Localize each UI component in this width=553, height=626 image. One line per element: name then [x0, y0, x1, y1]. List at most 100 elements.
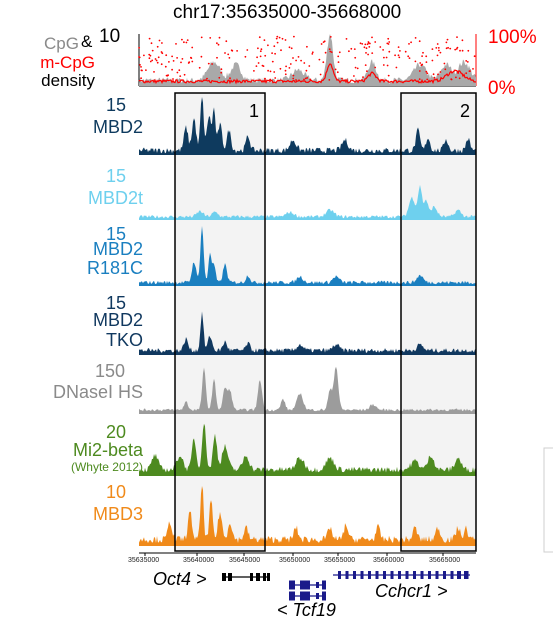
- mcpg-dot: [445, 41, 448, 44]
- mcpg-dot: [455, 76, 457, 79]
- mcpg-dot: [432, 73, 435, 76]
- mcpg-dot: [209, 37, 212, 39]
- mcpg-dot: [225, 40, 228, 43]
- mcpg-dot: [138, 46, 141, 49]
- mcpg-dot: [345, 38, 348, 40]
- mcpg-dot: [181, 58, 184, 60]
- mcpg-dot: [359, 42, 362, 45]
- mcpg-dot: [264, 77, 266, 80]
- track-label-mbd3-max: 10: [106, 482, 127, 502]
- gene-exon: [289, 580, 295, 590]
- mcpg-dot: [418, 70, 421, 72]
- mcpg-dot: [176, 57, 179, 59]
- mcpg-dot: [328, 79, 331, 81]
- mcpg-dot: [418, 40, 421, 43]
- mcpg-dot: [414, 37, 417, 39]
- mcpg-dot: [148, 37, 151, 40]
- gene-exon: [250, 573, 253, 581]
- mcpg-dot: [181, 38, 183, 41]
- mcpg-dot: [273, 71, 276, 73]
- mcpg-dot: [150, 42, 153, 45]
- mcpg-dot: [185, 41, 188, 44]
- mcpg-dot: [304, 77, 307, 80]
- gene-exon: [345, 571, 349, 579]
- mcpg-dot: [200, 36, 203, 39]
- mcpg-dot: [436, 43, 439, 45]
- mcpg-dot: [399, 50, 401, 52]
- mcpg-dot: [217, 43, 220, 46]
- gene-exon: [256, 573, 260, 581]
- mcpg-dot: [328, 48, 331, 51]
- mcpg-dot: [322, 61, 325, 64]
- mcpg-dot: [369, 42, 371, 45]
- mcpg-dot: [271, 52, 273, 54]
- mcpg-dot: [295, 59, 297, 62]
- mcpg-dot: [288, 67, 291, 69]
- mcpg-dot: [271, 60, 274, 63]
- mcpg-dot: [158, 39, 161, 42]
- mcpg-dot: [236, 50, 239, 52]
- mcpg-dot: [447, 46, 449, 49]
- mcpg-dot: [289, 63, 292, 65]
- mcpg-dot: [171, 55, 174, 58]
- mcpg-dot: [179, 75, 182, 77]
- mcpg-dot: [274, 52, 276, 55]
- mcpg-dot: [161, 42, 163, 44]
- mcpg-dot: [366, 43, 369, 46]
- mcpg-dot: [255, 65, 258, 67]
- mcpg-dot: [374, 41, 377, 43]
- mcpg-dot: [218, 76, 221, 79]
- gene-exon: [413, 571, 416, 579]
- mcpg-dot: [164, 65, 167, 68]
- mcpg-dot: [284, 69, 287, 72]
- gene-annotation: [222, 571, 470, 601]
- mcpg-dot: [139, 64, 141, 66]
- axis-tick-label: 35650000: [279, 557, 311, 564]
- mcpg-dot: [267, 69, 269, 72]
- mcpg-dot: [279, 67, 282, 70]
- track-label-mi2-sub: (Whyte 2012): [70, 460, 143, 474]
- mcpg-dot: [198, 66, 201, 69]
- mcpg-dot: [292, 77, 295, 80]
- mcpg-dot: [183, 73, 186, 76]
- mcpg-dot: [183, 41, 185, 44]
- mcpg-dot: [172, 78, 174, 80]
- mcpg-dot: [191, 46, 194, 49]
- cpg-density-area: [139, 34, 476, 86]
- mcpg-dot: [387, 43, 390, 45]
- track-label-mi2: Mi2-beta: [72, 440, 143, 460]
- gene-exon: [316, 593, 319, 599]
- gene-exon: [300, 580, 308, 590]
- mcpg-dot: [367, 53, 369, 56]
- mcpg-dot: [473, 55, 476, 58]
- mcpg-dot: [431, 48, 434, 50]
- axis-tick-label: 35660000: [373, 557, 405, 564]
- mcpg-dot: [151, 59, 154, 62]
- mcpg-dot: [435, 47, 438, 49]
- mcpg-dot: [365, 52, 367, 54]
- mcpg-dot: [446, 38, 449, 41]
- density-right-min: 0%: [488, 78, 516, 99]
- axis-tick-label: 35635000: [128, 557, 160, 564]
- mcpg-dot: [353, 48, 356, 50]
- mcpg-dot: [200, 55, 203, 58]
- mcpg-dot: [337, 55, 340, 58]
- density-right-max: 100%: [488, 27, 537, 48]
- mcpg-dot: [338, 51, 341, 54]
- gene-exon: [222, 573, 226, 581]
- mcpg-dot: [191, 60, 194, 63]
- track-signal-2: [139, 226, 476, 286]
- mcpg-dot: [437, 47, 440, 49]
- mcpg-dot: [145, 69, 147, 71]
- mcpg-dot: [320, 43, 323, 45]
- mcpg-dot: [387, 37, 390, 40]
- mcpg-dot: [303, 78, 305, 81]
- mcpg-dot: [387, 74, 390, 77]
- gene-tcf19: [289, 580, 326, 590]
- mcpg-dot: [438, 49, 440, 52]
- mcpg-dot: [160, 63, 163, 66]
- mcpg-dot: [306, 45, 308, 48]
- mcpg-dot: [365, 47, 368, 50]
- mcpg-dot: [395, 66, 398, 69]
- mcpg-dot: [397, 54, 400, 57]
